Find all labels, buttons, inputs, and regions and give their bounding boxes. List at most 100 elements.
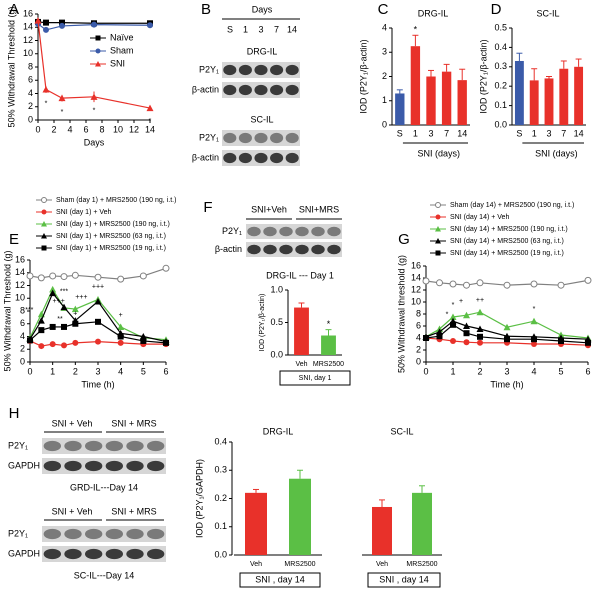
blot-band bbox=[311, 226, 325, 237]
x-tick-label: MRS2500 bbox=[406, 561, 437, 568]
y-tick-label: 2 bbox=[20, 344, 25, 354]
blot-band bbox=[84, 548, 103, 560]
blot-band bbox=[126, 440, 144, 452]
annotation: * bbox=[452, 302, 455, 309]
blot-section-title: DRG-IL bbox=[247, 46, 278, 56]
marker bbox=[60, 273, 68, 281]
marker bbox=[477, 339, 483, 346]
marker bbox=[72, 320, 79, 327]
blot-band bbox=[238, 152, 252, 164]
marker bbox=[91, 21, 97, 28]
row-label: P2Y₁ bbox=[8, 528, 28, 538]
blot-band bbox=[270, 152, 284, 164]
blot-band bbox=[64, 440, 82, 452]
x-tick-label: 6 bbox=[585, 366, 590, 376]
panel-letter: E bbox=[9, 231, 19, 248]
legend-label: SNI (day 1) + Veh bbox=[56, 209, 112, 216]
x-tick-label: Veh bbox=[295, 361, 307, 368]
x-tick-label: 4 bbox=[118, 366, 123, 376]
y-tick-label: 2 bbox=[382, 71, 387, 81]
bar bbox=[412, 492, 432, 555]
y-tick-label: 16 bbox=[23, 8, 33, 18]
blot-band bbox=[285, 152, 299, 164]
legend-marker bbox=[435, 202, 441, 208]
blot-band bbox=[247, 226, 261, 237]
legend-marker bbox=[41, 245, 47, 251]
annotation: + bbox=[459, 298, 463, 305]
lane-label: SNI + Veh bbox=[52, 418, 93, 428]
annotation: * bbox=[446, 312, 449, 319]
blot-band bbox=[238, 64, 252, 76]
blot-band bbox=[126, 548, 144, 560]
annotation: * bbox=[533, 306, 536, 313]
marker bbox=[71, 271, 79, 279]
marker bbox=[95, 318, 101, 325]
x-tick-label: 5 bbox=[558, 366, 563, 376]
blot-band bbox=[43, 548, 62, 560]
x-tick-label: 0 bbox=[27, 366, 32, 376]
marker bbox=[450, 321, 456, 328]
group-title: SC-IL bbox=[390, 426, 413, 436]
marker bbox=[436, 333, 443, 340]
marker bbox=[463, 311, 470, 319]
x-tick-label: 4 bbox=[67, 124, 72, 134]
y-tick-label: 10 bbox=[15, 293, 25, 303]
annotation: +++ bbox=[53, 298, 65, 305]
lane-label: 3 bbox=[258, 24, 263, 34]
marker bbox=[558, 338, 564, 344]
y-tick-label: 8 bbox=[20, 305, 25, 315]
bar bbox=[529, 80, 539, 125]
x-axis-label: Time (h) bbox=[490, 379, 523, 389]
legend-label: Naïve bbox=[110, 32, 134, 42]
x-tick-label: 2 bbox=[477, 366, 482, 376]
marker bbox=[49, 323, 56, 330]
y-tick-label: 12 bbox=[23, 35, 33, 45]
marker bbox=[60, 303, 68, 311]
legend-label: SNI (day 14) + MRS2500 (19 ng, i.t.) bbox=[450, 250, 564, 257]
row-label: P2Y₁ bbox=[199, 64, 219, 74]
x-tick-label: Veh bbox=[376, 561, 388, 568]
y-tick-label: 10 bbox=[411, 296, 421, 306]
blot-section-title: SC-IL bbox=[250, 114, 273, 124]
y-tick-label: 0.1 bbox=[494, 100, 507, 110]
x-axis-label: Days bbox=[84, 137, 105, 147]
legend-marker bbox=[95, 61, 101, 67]
row-label: P2Y₁ bbox=[222, 226, 242, 236]
x-tick-label: 10 bbox=[113, 124, 123, 134]
panel-letter: G bbox=[398, 231, 410, 248]
marker bbox=[557, 281, 565, 289]
blot-band bbox=[238, 84, 252, 96]
blot-band bbox=[105, 460, 124, 472]
blot-band bbox=[43, 440, 62, 452]
y-tick-label: 16 bbox=[15, 254, 25, 264]
y-tick-label: 6 bbox=[20, 318, 25, 328]
marker bbox=[59, 22, 65, 29]
blot-band bbox=[295, 244, 309, 255]
blot-band bbox=[254, 132, 268, 144]
marker bbox=[27, 337, 33, 344]
y-axis-label: 50% Withdrawal Threshold (g) bbox=[6, 7, 16, 128]
y-tick-label: 0 bbox=[416, 356, 421, 366]
marker bbox=[503, 323, 511, 331]
blot-band bbox=[84, 460, 103, 472]
x-tick-label: 3 bbox=[95, 366, 100, 376]
y-tick-label: 0.2 bbox=[494, 81, 507, 91]
bar bbox=[395, 93, 405, 125]
blot-band bbox=[146, 548, 165, 560]
legend-marker bbox=[41, 233, 47, 239]
marker bbox=[117, 339, 124, 346]
blot-band bbox=[279, 244, 293, 255]
legend-label: Sham (day 14) + MRS2500 (190 ng, i.t.) bbox=[450, 202, 574, 209]
marker bbox=[37, 317, 45, 324]
legend-label: SNI (day 1) + MRS2500 (19 ng, i.t.) bbox=[56, 245, 166, 252]
blot-band bbox=[270, 84, 284, 96]
y-tick-label: 0.0 bbox=[214, 549, 227, 559]
legend-marker bbox=[435, 238, 441, 244]
legend-marker bbox=[435, 226, 441, 232]
blot-band bbox=[270, 64, 284, 76]
marker bbox=[530, 280, 538, 288]
blot-band bbox=[279, 226, 293, 237]
panel-letter: B bbox=[201, 1, 211, 18]
blot-band bbox=[223, 84, 237, 96]
chart-title: SC-IL bbox=[536, 8, 559, 18]
